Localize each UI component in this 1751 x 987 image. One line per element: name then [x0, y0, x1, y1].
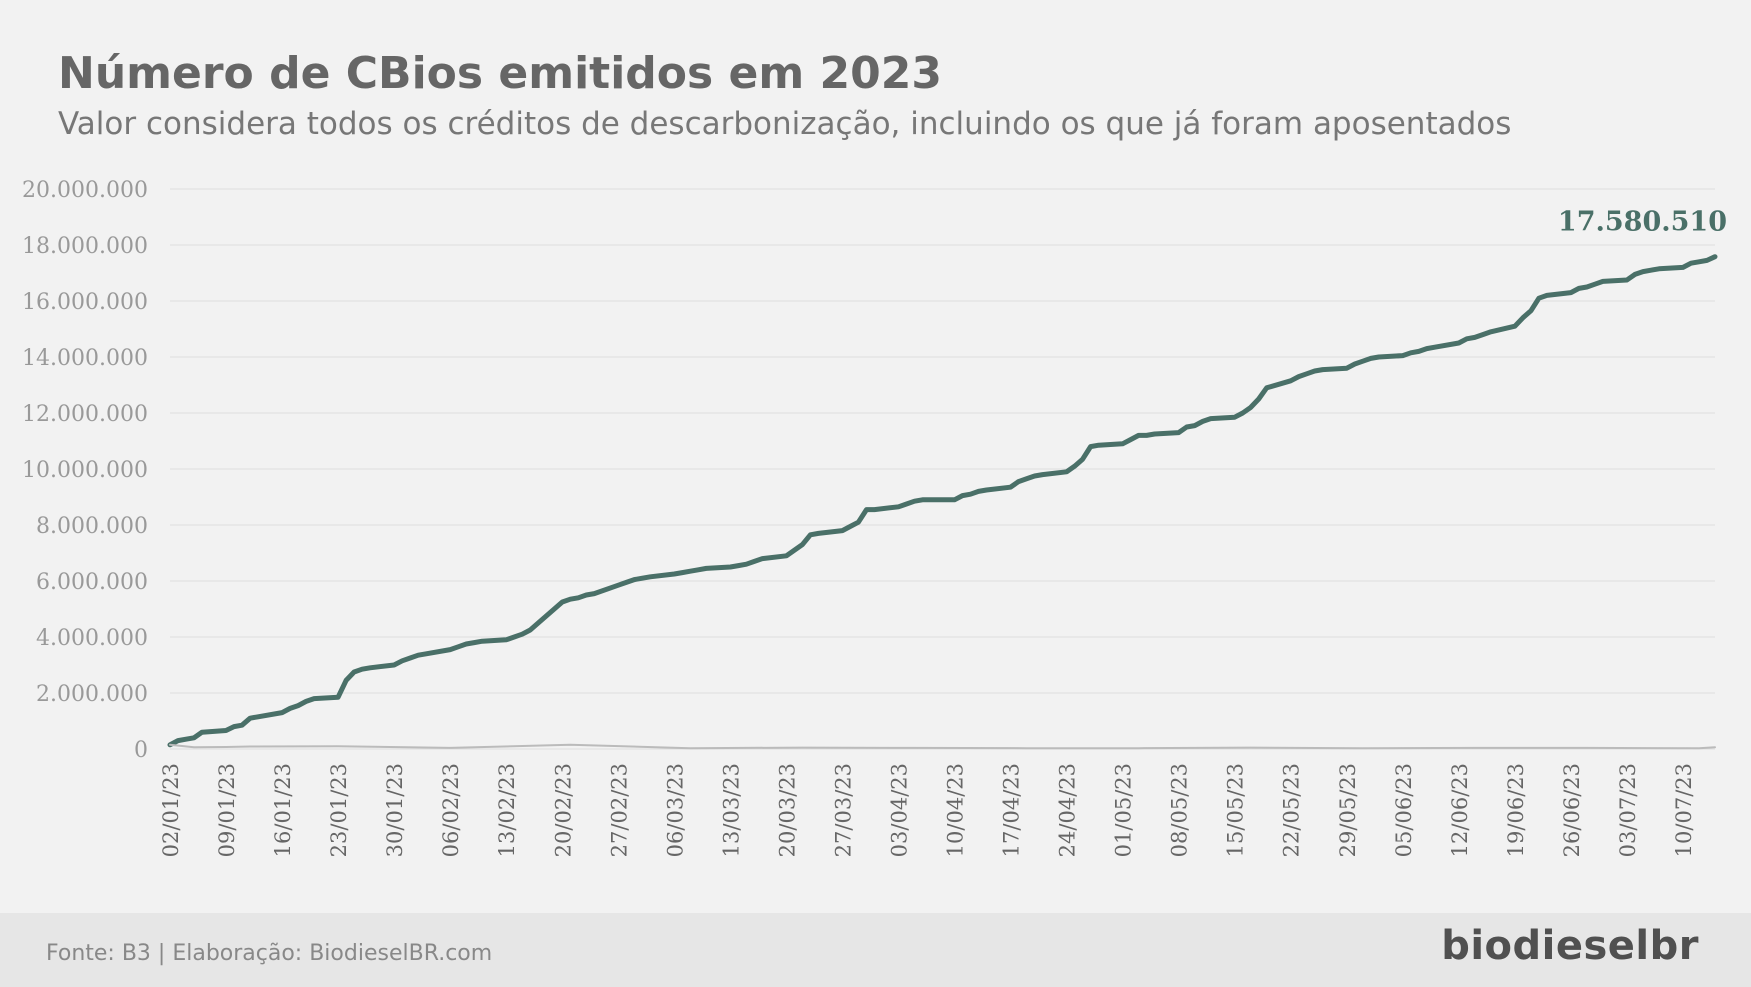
data-labels: 17.580.510	[1558, 207, 1727, 238]
y-tick-label: 14.000.000	[22, 346, 148, 371]
x-tick-label: 13/03/23	[719, 763, 743, 857]
x-tick-label: 17/04/23	[1000, 763, 1024, 857]
x-tick-label: 26/06/23	[1560, 763, 1584, 857]
daily-series-line	[169, 743, 1716, 750]
x-tick-label: 19/06/23	[1504, 763, 1528, 857]
x-tick-label: 09/01/23	[215, 763, 239, 857]
chart-subtitle: Valor considera todos os créditos de des…	[58, 106, 1512, 142]
x-tick-label: 01/05/23	[1112, 763, 1136, 857]
x-tick-label: 20/03/23	[775, 763, 799, 857]
x-tick-label: 29/05/23	[1336, 763, 1360, 857]
y-tick-label: 0	[134, 738, 148, 763]
y-axis-ticks: 0 2.000.000 4.000.000 6.000.000 8.000.000 10.…	[22, 178, 148, 763]
cumulative-series-line	[167, 254, 1718, 748]
last-value-label: 17.580.510	[1558, 207, 1727, 238]
y-tick-label: 20.000.000	[22, 178, 148, 203]
x-tick-label: 10/04/23	[944, 763, 968, 857]
x-tick-label: 06/02/23	[439, 763, 463, 857]
y-tick-label: 18.000.000	[22, 234, 148, 259]
x-tick-label: 15/05/23	[1224, 763, 1248, 857]
x-axis-ticks: 02/01/23 09/01/23 16/01/23 23/01/23 30/01/23…	[159, 763, 1696, 857]
y-tick-label: 4.000.000	[36, 626, 148, 651]
x-tick-label: 06/03/23	[663, 763, 687, 857]
x-tick-label: 22/05/23	[1280, 763, 1304, 857]
x-tick-label: 23/01/23	[327, 763, 351, 857]
gridlines	[170, 188, 1715, 750]
x-tick-label: 03/07/23	[1616, 763, 1640, 857]
y-tick-label: 8.000.000	[36, 514, 148, 539]
x-tick-label: 27/03/23	[831, 763, 855, 857]
x-tick-label: 24/04/23	[1056, 763, 1080, 857]
x-tick-label: 12/06/23	[1448, 763, 1472, 857]
source-note: Fonte: B3 | Elaboração: BiodieselBR.com	[46, 941, 493, 966]
x-tick-label: 13/02/23	[495, 763, 519, 857]
x-tick-label: 27/02/23	[607, 763, 631, 857]
x-tick-label: 10/07/23	[1672, 763, 1696, 857]
y-tick-label: 2.000.000	[36, 682, 148, 707]
line-chart: 0 2.000.000 4.000.000 6.000.000 8.000.000 10.…	[22, 178, 1727, 857]
x-tick-label: 05/06/23	[1392, 763, 1416, 857]
x-tick-label: 02/01/23	[159, 763, 183, 857]
y-tick-label: 10.000.000	[22, 458, 148, 483]
x-tick-label: 30/01/23	[383, 763, 407, 857]
y-tick-label: 16.000.000	[22, 290, 148, 315]
biodieselbr-logo: biodieselbr	[1441, 923, 1699, 969]
y-tick-label: 6.000.000	[36, 570, 148, 595]
x-tick-label: 16/01/23	[271, 763, 295, 857]
series-lines	[167, 254, 1718, 750]
x-tick-label: 03/04/23	[888, 763, 912, 857]
footer-bar: Fonte: B3 | Elaboração: BiodieselBR.com …	[0, 913, 1751, 987]
x-tick-label: 20/02/23	[551, 763, 575, 857]
x-tick-label: 08/05/23	[1168, 763, 1192, 857]
y-tick-label: 12.000.000	[22, 402, 148, 427]
chart-title: Número de CBios emitidos em 2023	[58, 48, 942, 99]
